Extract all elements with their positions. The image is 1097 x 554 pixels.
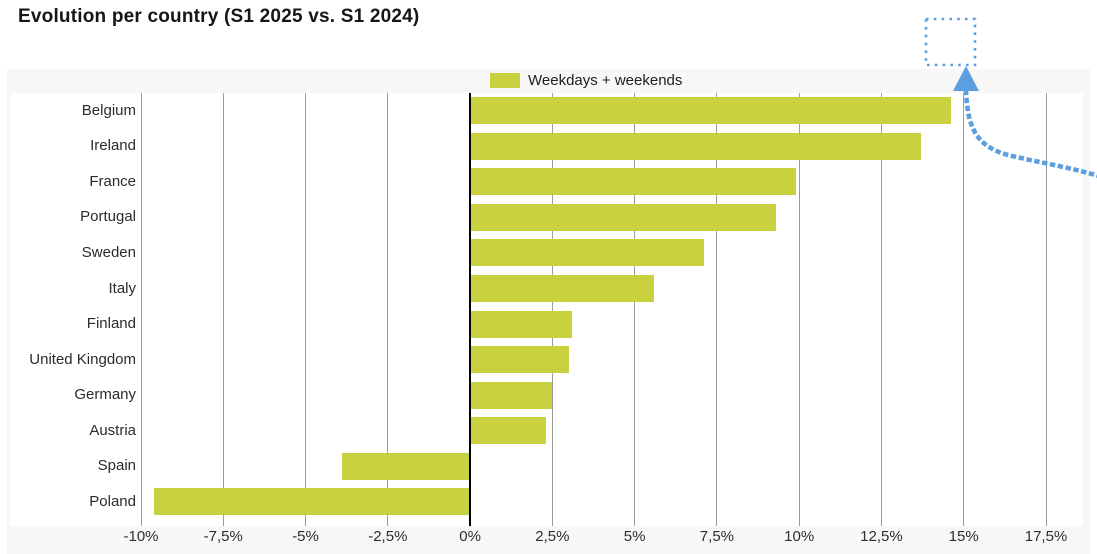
gridline: [716, 93, 718, 526]
legend-label: Weekdays + weekends: [528, 71, 683, 89]
gridline: [551, 93, 553, 526]
category-label-belgium: Belgium: [81, 101, 136, 119]
category-label-portugal: Portugal: [80, 208, 136, 226]
bar-france: [471, 168, 796, 196]
bar-spain: [341, 452, 470, 480]
bar-portugal: [471, 203, 777, 231]
x-tick-label: -5%: [292, 528, 319, 545]
gridline: [222, 93, 224, 526]
category-label-germany: Germany: [74, 386, 136, 404]
bar-sweden: [471, 239, 704, 267]
gridline: [1045, 93, 1047, 526]
x-tick-label: 2,5%: [535, 528, 570, 545]
gridline: [880, 93, 882, 526]
gridline: [387, 93, 389, 526]
x-tick-label: 10%: [784, 528, 815, 545]
bar-belgium: [471, 97, 951, 125]
bar-finland: [471, 310, 573, 338]
category-label-italy: Italy: [108, 279, 136, 297]
bar-germany: [471, 381, 553, 409]
category-label-ireland: Ireland: [90, 137, 136, 155]
gridline: [140, 93, 142, 526]
x-tick-label: 5%: [623, 528, 646, 545]
category-label-poland: Poland: [89, 492, 136, 510]
gridline: [305, 93, 307, 526]
bar-poland: [154, 488, 470, 516]
category-label-sweden: Sweden: [81, 243, 136, 261]
gridline: [634, 93, 636, 526]
bar-italy: [471, 275, 655, 303]
x-tick-label: -2,5%: [368, 528, 408, 545]
category-label-spain: Spain: [97, 457, 136, 475]
category-label-austria: Austria: [89, 421, 136, 439]
x-tick-label: -10%: [123, 528, 159, 545]
bar-united-kingdom: [471, 346, 569, 374]
zero-axis-line: [469, 93, 472, 526]
x-tick-label: -7,5%: [203, 528, 243, 545]
bar-austria: [471, 417, 546, 445]
legend: Weekdays + weekends: [490, 71, 682, 89]
x-tick-label: 17,5%: [1024, 528, 1068, 545]
category-label-france: France: [89, 172, 136, 190]
x-tick-label: 15%: [948, 528, 979, 545]
gridline: [798, 93, 800, 526]
x-tick-label: 12,5%: [860, 528, 903, 545]
legend-swatch: [490, 72, 520, 88]
x-tick-label: 0%: [459, 528, 481, 545]
chart-title: Evolution per country (S1 2025 vs. S1 20…: [18, 6, 420, 27]
plot-background: [10, 93, 1083, 526]
category-label-finland: Finland: [86, 315, 136, 333]
x-tick-label: 7,5%: [699, 528, 735, 545]
category-label-united-kingdom: United Kingdom: [29, 350, 136, 368]
gridline: [963, 93, 965, 526]
bar-ireland: [471, 132, 921, 160]
